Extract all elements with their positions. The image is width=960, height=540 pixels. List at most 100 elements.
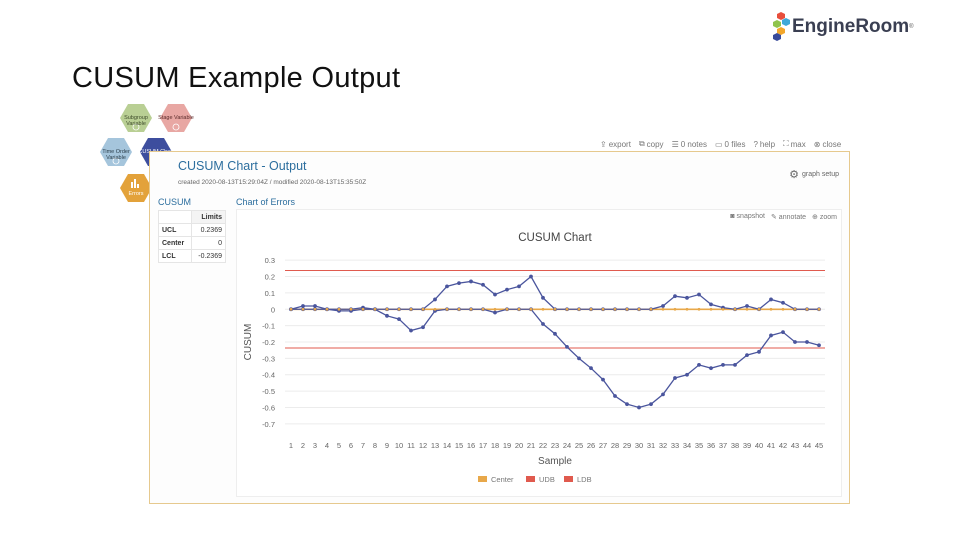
lower-cusum-point <box>493 310 497 315</box>
snapshot-label: snapshot <box>736 213 765 220</box>
x-tick-label: 14 <box>443 441 451 450</box>
lower-cusum-point <box>697 363 701 367</box>
center-point <box>625 307 629 311</box>
limits-header: Limits <box>190 210 227 224</box>
limit-label: Center <box>158 236 192 250</box>
center-point <box>469 307 473 311</box>
graph-setup-button[interactable]: ⚙ graph setup <box>789 168 839 181</box>
folder-icon: ▭ <box>714 139 723 149</box>
gear-icon: ⚙ <box>789 169 800 181</box>
export-label: export <box>608 139 631 149</box>
upper-cusum-point <box>673 294 677 299</box>
center-point <box>805 307 809 311</box>
lower-cusum-point <box>601 377 605 382</box>
max-button[interactable]: ⛶ max <box>783 139 806 149</box>
x-tick-label: 7 <box>361 441 365 450</box>
center-point <box>433 307 437 311</box>
errors-label[interactable]: Errors <box>128 191 144 197</box>
x-tick-label: 37 <box>719 441 727 450</box>
x-tick-label: 42 <box>779 441 787 450</box>
center-point <box>385 307 389 311</box>
help-label: help <box>759 139 776 149</box>
lower-cusum-point <box>745 353 749 357</box>
center-point <box>301 307 305 311</box>
x-tick-label: 12 <box>419 441 427 450</box>
center-point <box>325 307 329 311</box>
center-point <box>721 307 725 311</box>
x-tick-label: 32 <box>659 441 667 450</box>
annotate-button[interactable]: ✎ annotate <box>771 213 806 221</box>
upper-cusum-point <box>493 292 497 297</box>
upper-cusum-point <box>541 295 545 300</box>
copy-label: copy <box>646 139 664 149</box>
panel-title: CUSUM Chart - Output <box>178 159 307 173</box>
chart-section-heading[interactable]: Chart of Errors <box>236 197 296 207</box>
x-tick-label: 3 <box>313 441 317 450</box>
limits-table: Limits UCL 0.2369 Center 0 LCL -0.2369 <box>158 210 227 263</box>
center-point <box>481 307 485 311</box>
x-tick-label: 41 <box>767 441 775 450</box>
center-point <box>685 307 689 311</box>
panel-toolbar: ⇪ export ⧉ copy ☰ 0 notes ▭ 0 files ? help ⛶ m… <box>600 139 841 149</box>
help-button[interactable]: ? help <box>753 139 775 149</box>
center-point <box>769 307 773 311</box>
x-tick-label: 23 <box>551 441 559 450</box>
center-point <box>349 307 353 311</box>
center-point <box>577 307 581 311</box>
center-point <box>397 307 401 311</box>
x-tick-label: 35 <box>695 441 703 450</box>
copy-icon: ⧉ <box>638 139 645 148</box>
upper-cusum-point <box>709 302 713 307</box>
center-point <box>745 307 749 311</box>
cusum-chart: CUSUM Chart 0.3 0.2 0.1 0 -0.1 -0.2 -0.3 -0.4 -0.… <box>243 232 825 484</box>
upper-cusum-point <box>781 300 785 305</box>
center-point <box>373 307 377 311</box>
errors-count: 45 <box>132 208 140 214</box>
limit-value: 0 <box>190 236 227 250</box>
lower-cusum-point <box>409 328 413 333</box>
x-tick-label: 21 <box>527 441 535 450</box>
legend-swatch <box>478 476 487 482</box>
limit-label: LCL <box>158 249 192 263</box>
lower-cusum-point <box>673 376 677 380</box>
stage-variable-label[interactable]: Stage Variable <box>158 115 194 121</box>
files-button[interactable]: ▭ 0 files <box>715 139 745 149</box>
upper-cusum-point <box>769 297 773 302</box>
upper-cusum-point <box>685 295 689 300</box>
lower-cusum-point <box>565 345 569 349</box>
upper-cusum-point <box>745 304 749 308</box>
x-tick-label: 11 <box>407 441 415 450</box>
copy-button[interactable]: ⧉ copy <box>639 139 664 149</box>
lower-cusum-point <box>757 349 761 354</box>
legend-swatch <box>564 476 573 482</box>
notes-button[interactable]: ☰ 0 notes <box>672 139 707 149</box>
close-button[interactable]: ⊗ close <box>814 139 841 149</box>
lower-cusum-point <box>661 392 665 397</box>
x-tick-label: 9 <box>385 441 389 450</box>
close-icon: ⊗ <box>813 139 821 149</box>
x-tick-label: 5 <box>337 441 341 450</box>
chart-container: ◙ snapshot ✎ annotate ⊕ zoom CUSUM Chart… <box>236 209 842 497</box>
close-label: close <box>822 139 842 149</box>
lower-cusum-point <box>721 363 725 367</box>
x-tick-label: 15 <box>455 441 463 450</box>
camera-icon: ◙ <box>730 213 735 220</box>
chart-tools: ◙ snapshot ✎ annotate ⊕ zoom <box>730 213 837 221</box>
zoom-button[interactable]: ⊕ zoom <box>812 213 837 221</box>
lower-cusum-point <box>397 317 401 321</box>
subgroup-variable-label[interactable]: Subgroup Variable <box>124 115 148 127</box>
x-tick-label: 31 <box>647 441 655 450</box>
snapshot-button[interactable]: ◙ snapshot <box>730 213 765 221</box>
center-point <box>793 307 797 311</box>
center-point <box>589 307 593 311</box>
graph-setup-label: graph setup <box>802 171 839 178</box>
upper-cusum-point <box>697 292 701 297</box>
time-order-variable-label[interactable]: Time Order Variable <box>102 149 130 161</box>
x-tick-label: 2 <box>301 441 305 450</box>
export-button[interactable]: ⇪ export <box>600 139 631 149</box>
center-point <box>709 307 713 311</box>
lower-cusum-point <box>769 333 773 338</box>
y-tick-label: -0.7 <box>262 420 275 429</box>
upper-cusum-point <box>301 304 305 308</box>
cusum-section-heading: CUSUM <box>158 197 191 207</box>
